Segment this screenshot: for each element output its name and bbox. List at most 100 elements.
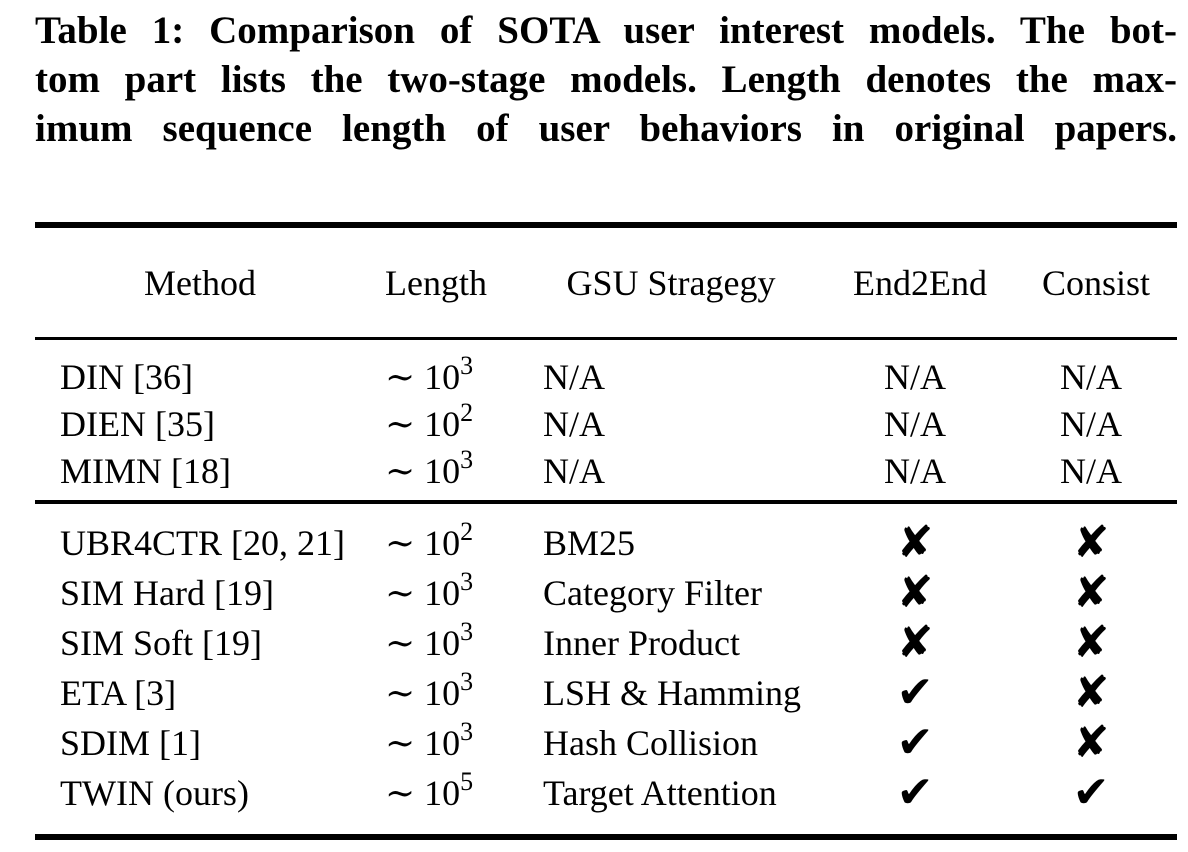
cross-icon: ✘	[1072, 516, 1110, 568]
cross-icon: ✘	[896, 616, 934, 668]
table-row: ETA [3] ∼ 103 LSH & Hamming ✔ ✘	[35, 668, 1177, 718]
cross-icon: ✘	[1072, 566, 1110, 618]
cell-gsu: Target Attention	[543, 773, 777, 813]
cell-consist: ✘	[1005, 616, 1177, 668]
cell-method: DIN [36]	[60, 356, 193, 397]
length-base: ∼ 10	[385, 450, 461, 491]
cell-gsu: Hash Collision	[543, 723, 759, 763]
header-rule	[35, 337, 1177, 340]
cross-icon: ✘	[896, 516, 934, 568]
cell-gsu: N/A	[543, 356, 605, 397]
check-icon: ✔	[896, 716, 934, 768]
check-icon: ✔	[1072, 766, 1110, 818]
length-base: ∼ 10	[385, 723, 461, 763]
table-row: DIN [36] ∼ 103 N/A N/A N/A	[35, 352, 1177, 400]
cell-end2end: N/A	[884, 450, 946, 491]
length-exponent: 5	[460, 767, 474, 796]
cell-consist: N/A	[1060, 403, 1122, 444]
cell-length: ∼ 103	[385, 619, 543, 664]
cell-method: SIM Soft [19]	[60, 623, 263, 663]
column-header-consist: Consist	[1041, 262, 1151, 303]
cell-method: TWIN (ours)	[60, 773, 249, 813]
table-row: MIMN [18] ∼ 103 N/A N/A N/A	[35, 446, 1177, 494]
cell-gsu: N/A	[543, 450, 605, 491]
cell-length: ∼ 103	[385, 569, 543, 614]
cell-method: MIMN [18]	[60, 450, 231, 491]
length-base: ∼ 10	[385, 773, 461, 813]
table-row: SIM Soft [19] ∼ 103 Inner Product ✘ ✘	[35, 618, 1177, 668]
cell-end2end: N/A	[884, 356, 946, 397]
cell-end2end: ✔	[825, 766, 1005, 818]
comparison-table: Method Length GSU Stragegy End2End Consi…	[35, 222, 1177, 840]
table-row: DIEN [35] ∼ 102 N/A N/A N/A	[35, 399, 1177, 447]
cell-length: ∼ 102	[385, 519, 543, 564]
cross-icon: ✘	[896, 566, 934, 618]
table-row: UBR4CTR [20, 21] ∼ 102 BM25 ✘ ✘	[35, 518, 1177, 568]
table-row: SDIM [1] ∼ 103 Hash Collision ✔ ✘	[35, 718, 1177, 768]
cell-end2end: ✔	[825, 666, 1005, 718]
caption-line-2: tom part lists the two-stage models. Len…	[35, 58, 1177, 101]
table-row: TWIN (ours) ∼ 105 Target Attention ✔ ✔	[35, 768, 1177, 818]
length-base: ∼ 10	[385, 623, 461, 663]
length-base: ∼ 10	[385, 403, 461, 444]
caption-line-1: Table 1: Comparison of SOTA user interes…	[35, 9, 1177, 52]
length-base: ∼ 10	[385, 523, 461, 563]
cell-end2end: N/A	[884, 403, 946, 444]
column-header-gsu: GSU Stragegy	[566, 262, 776, 303]
section-divider-rule	[35, 500, 1177, 504]
cell-consist: N/A	[1060, 450, 1122, 491]
length-exponent: 3	[460, 617, 474, 646]
column-header-end2end: End2End	[853, 262, 987, 303]
cell-consist: ✘	[1005, 566, 1177, 618]
length-exponent: 2	[460, 517, 474, 546]
length-exponent: 3	[460, 444, 474, 474]
cross-icon: ✘	[1072, 666, 1110, 718]
cell-gsu: N/A	[543, 403, 605, 444]
table-section-two-stage: UBR4CTR [20, 21] ∼ 102 BM25 ✘ ✘ SIM Hard [19]…	[35, 504, 1177, 834]
cell-end2end: ✘	[825, 516, 1005, 568]
length-exponent: 3	[460, 717, 474, 746]
cell-length: ∼ 103	[385, 719, 543, 764]
check-icon: ✔	[896, 666, 934, 718]
table-header-row: Method Length GSU Stragegy End2End Consi…	[35, 228, 1177, 337]
cell-length: ∼ 103	[385, 669, 543, 714]
cell-gsu: Inner Product	[543, 623, 740, 663]
cell-length: ∼ 105	[385, 769, 543, 814]
table-caption: Table 1: Comparison of SOTA user interes…	[35, 6, 1177, 153]
cell-gsu: Category Filter	[543, 573, 762, 613]
column-header-length: Length	[385, 262, 487, 303]
length-exponent: 2	[460, 397, 474, 427]
cell-gsu: LSH & Hamming	[543, 673, 801, 713]
cell-length: ∼ 102	[385, 399, 543, 445]
cell-consist: ✔	[1005, 766, 1177, 818]
check-icon: ✔	[896, 766, 934, 818]
cell-consist: ✘	[1005, 666, 1177, 718]
table-row: SIM Hard [19] ∼ 103 Category Filter ✘ ✘	[35, 568, 1177, 618]
cross-icon: ✘	[1072, 616, 1110, 668]
length-exponent: 3	[460, 567, 474, 596]
length-base: ∼ 10	[385, 673, 461, 713]
cell-method: SDIM [1]	[60, 723, 201, 763]
cross-icon: ✘	[1072, 716, 1110, 768]
cell-length: ∼ 103	[385, 352, 543, 398]
cell-method: SIM Hard [19]	[60, 573, 274, 613]
cell-end2end: ✔	[825, 716, 1005, 768]
length-exponent: 3	[460, 350, 474, 380]
cell-end2end: ✘	[825, 566, 1005, 618]
cell-end2end: ✘	[825, 616, 1005, 668]
cell-method: UBR4CTR [20, 21]	[60, 523, 346, 563]
length-base: ∼ 10	[385, 356, 461, 397]
cell-consist: N/A	[1060, 356, 1122, 397]
column-header-method: Method	[144, 262, 256, 303]
table-section-single-stage: DIN [36] ∼ 103 N/A N/A N/A DIEN [35] ∼ 102 N/A N…	[35, 340, 1177, 500]
cell-consist: ✘	[1005, 516, 1177, 568]
cell-length: ∼ 103	[385, 446, 543, 492]
cell-method: ETA [3]	[60, 673, 177, 713]
length-base: ∼ 10	[385, 573, 461, 613]
table-top-rule	[35, 222, 1177, 228]
length-exponent: 3	[460, 667, 474, 696]
table-bottom-rule	[35, 834, 1177, 840]
cell-method: DIEN [35]	[60, 403, 215, 444]
caption-line-3: imum sequence length of user behaviors i…	[35, 107, 1177, 150]
cell-gsu: BM25	[543, 523, 636, 563]
